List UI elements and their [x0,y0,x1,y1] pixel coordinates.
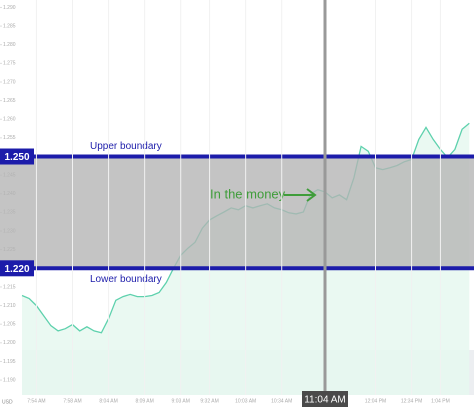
y-tick-label: 1.195 [3,359,16,365]
y-tick-label: 1.290 [3,5,16,11]
x-tick-label: 10:34 AM [271,398,292,404]
y-tick-label: 1.255 [3,135,16,141]
y-tick-label: 1.260 [3,117,16,123]
y-tick-label: 1.215 [3,284,16,290]
y-tick-label: 1.205 [3,322,16,328]
currency-label: USD [2,399,13,405]
y-tick-label: 1.190 [3,377,16,383]
x-tick-label: 12:34 PM [401,398,422,404]
x-tick-label: 9:32 AM [200,398,218,404]
current-time-box [302,391,348,407]
x-tick-label: 10:03 AM [235,398,256,404]
current-time-label: 11:04 AM [304,395,346,406]
x-tick-label: 9:03 AM [172,398,190,404]
x-tick-label: 8:09 AM [135,398,153,404]
boundary-name: Upper boundary [90,141,162,152]
x-tick-label: 7:58 AM [63,398,81,404]
y-tick-label: 1.210 [3,303,16,309]
boundary-band [0,156,474,269]
y-tick-label: 1.275 [3,61,16,67]
x-tick-label: 8:04 AM [99,398,117,404]
annotation-arrow [284,188,317,202]
annotation: In the money [210,186,286,201]
boundary-box [0,260,34,277]
x-tick-label: 12:04 PM [365,398,386,404]
x-tick-label: 7:54 AM [27,398,45,404]
boundary-value: 1.250 [4,152,29,163]
y-tick-label: 1.280 [3,42,16,48]
y-tick-label: 1.200 [3,340,16,346]
y-tick-label: 1.285 [3,23,16,29]
y-tick-label: 1.270 [3,79,16,85]
boundary-name: Lower boundary [90,274,162,285]
x-tick-label: 1:04 PM [431,398,450,404]
boundary-value: 1.220 [4,264,29,275]
boundary-box [0,148,34,165]
y-tick-label: 1.265 [3,98,16,104]
